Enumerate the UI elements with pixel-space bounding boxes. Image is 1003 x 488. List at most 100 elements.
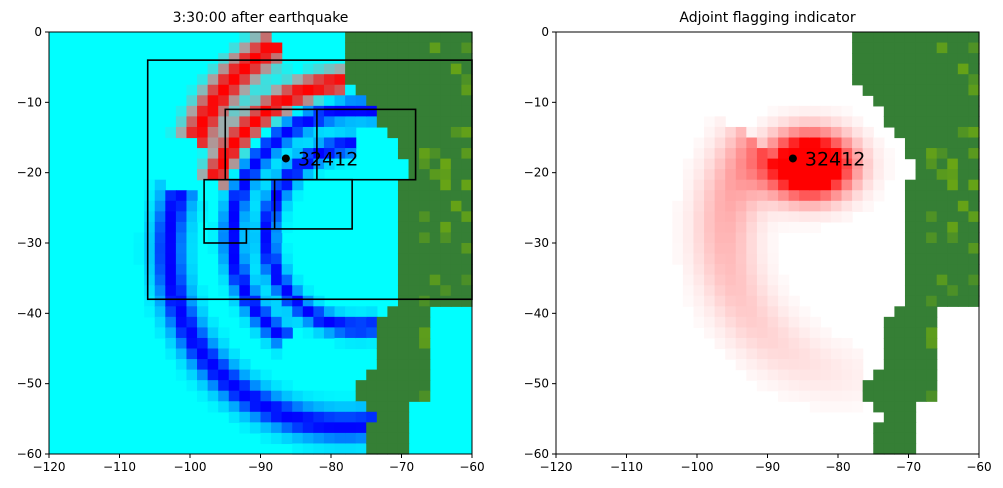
land-cell [957, 95, 970, 107]
flag-cell [873, 158, 885, 170]
wave-cell [281, 422, 293, 434]
flag-cell [852, 369, 864, 381]
wave-cell [154, 179, 166, 191]
land-cell [947, 274, 959, 286]
wave-cell [260, 200, 272, 212]
land-cell [968, 200, 980, 212]
land-cell [429, 295, 441, 307]
wave-cell [228, 253, 240, 265]
wave-cell [249, 243, 262, 255]
land-cell [947, 116, 959, 128]
land-cell [419, 295, 431, 307]
flag-cell [830, 179, 843, 191]
land-cell [926, 148, 938, 160]
land-cell [915, 169, 927, 181]
wave-cell [207, 158, 219, 170]
flag-cell [830, 369, 843, 381]
land-cell [873, 422, 885, 434]
land-cell [947, 126, 959, 139]
flag-cell [778, 137, 790, 149]
wave-cell [197, 169, 209, 181]
flag-cell [852, 190, 864, 202]
wave-cell [207, 105, 219, 117]
land-cell [440, 116, 452, 128]
wave-cell [144, 179, 156, 191]
land-cell [376, 390, 388, 402]
wave-cell [260, 264, 272, 276]
land-cell [873, 32, 885, 44]
flag-cell [788, 359, 800, 371]
land-cell [947, 137, 959, 149]
wave-cell [281, 137, 293, 149]
flag-cell [820, 327, 832, 339]
wave-cell [281, 190, 293, 202]
wave-cell [323, 84, 336, 96]
wave-cell [281, 306, 293, 318]
land-cell [345, 63, 357, 75]
flag-cell [809, 211, 821, 223]
panel-adjoint-flagging: Adjoint flagging indicator 32412 −120 −11… [524, 10, 992, 474]
flag-cell [746, 158, 758, 170]
flag-cell [862, 158, 874, 170]
flag-cell [756, 369, 769, 381]
wave-cell [334, 337, 346, 350]
flag-cell [756, 200, 769, 212]
wave-cell [292, 169, 304, 181]
flag-cell [735, 137, 747, 149]
wave-cell [239, 42, 251, 54]
land-cell [461, 95, 473, 107]
land-cell [936, 105, 948, 117]
land-cell [883, 390, 896, 402]
land-cell [366, 443, 378, 455]
wave-cell [186, 380, 198, 392]
wave-cell [197, 148, 209, 160]
land-cell [894, 369, 906, 381]
land-cell [894, 359, 906, 371]
wave-cell [239, 211, 251, 223]
land-cell [894, 348, 906, 360]
land-cell [883, 411, 896, 423]
land-cell [461, 53, 473, 65]
land-cell [450, 179, 463, 191]
flag-cell [682, 169, 695, 181]
land-cell [376, 359, 388, 371]
wave-cell [313, 306, 325, 318]
land-cell [904, 422, 917, 434]
wave-cell [271, 316, 283, 328]
land-cell [440, 32, 452, 44]
land-cell [883, 327, 896, 339]
wave-cell [271, 295, 283, 307]
wave-cell [239, 295, 251, 307]
flag-cell [725, 253, 737, 265]
land-cell [397, 148, 410, 160]
land-cell [366, 53, 378, 65]
flag-cell [746, 253, 758, 265]
wave-cell [302, 285, 314, 297]
land-cell [957, 148, 970, 160]
wave-cell [165, 285, 177, 297]
flag-cell [682, 158, 695, 170]
land-cell [376, 422, 388, 434]
land-cell [408, 274, 420, 286]
land-cell [429, 74, 441, 86]
flag-cell [704, 137, 716, 149]
wave-cell [292, 306, 304, 318]
wave-cell [197, 116, 209, 128]
land-cell [904, 200, 917, 212]
land-cell [366, 369, 378, 381]
flag-cell [756, 253, 769, 265]
flag-cell [778, 348, 790, 360]
flag-cell [788, 390, 800, 402]
flag-cell [830, 148, 843, 160]
flag-cell [714, 316, 726, 328]
wave-cell [323, 116, 336, 128]
wave-cell [249, 253, 262, 265]
flag-cell [682, 179, 695, 191]
land-cell [947, 200, 959, 212]
flag-cell [788, 158, 800, 170]
land-cell [366, 63, 378, 75]
flag-cell [725, 232, 737, 244]
land-cell [915, 316, 927, 328]
land-cell [440, 200, 452, 212]
flag-cell [767, 116, 779, 128]
